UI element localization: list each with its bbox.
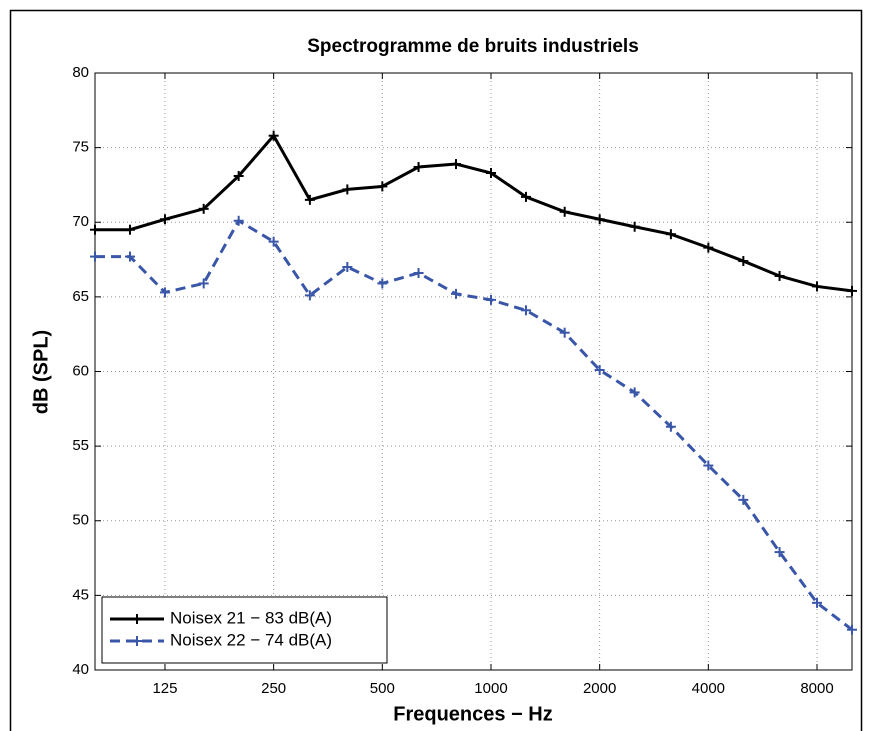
data-point xyxy=(485,167,496,178)
data-point xyxy=(812,281,823,292)
legend: Noisex 21 − 83 dB(A) Noisex 22 − 74 dB(A) xyxy=(101,596,388,664)
y-axis-label: dB (SPL) xyxy=(30,330,52,414)
data-point xyxy=(594,365,605,376)
series-line xyxy=(95,218,853,631)
data-point xyxy=(198,278,209,289)
data-point xyxy=(485,294,496,305)
data-point xyxy=(847,285,857,296)
data-point xyxy=(159,287,170,298)
data-point xyxy=(520,305,531,316)
legend-box xyxy=(101,596,388,664)
legend-marker xyxy=(132,636,142,646)
data-point xyxy=(90,251,100,262)
y-tick-label: 70 xyxy=(72,213,89,230)
y-tick-label: 75 xyxy=(72,139,89,156)
y-tick-label: 40 xyxy=(72,661,89,678)
x-tick-label: 8000 xyxy=(800,680,833,697)
data-point xyxy=(812,597,823,608)
legend-label: Noisex 21 − 83 dB(A) xyxy=(170,608,332,627)
chart-title: Spectrogramme de bruits industriels xyxy=(307,36,639,57)
data-point xyxy=(413,162,424,173)
data-point xyxy=(703,242,714,253)
x-tick-label: 2000 xyxy=(583,680,616,697)
data-point xyxy=(774,270,785,281)
data-point xyxy=(559,206,570,217)
legend-marker xyxy=(132,614,142,624)
data-point xyxy=(90,224,100,235)
data-point xyxy=(268,130,279,141)
axes-box xyxy=(94,72,853,671)
data-point xyxy=(233,170,244,181)
data-point xyxy=(233,215,244,226)
x-tick-label: 1000 xyxy=(474,680,507,697)
y-tick-label: 50 xyxy=(72,512,89,529)
data-point xyxy=(268,236,279,247)
x-tick-label: 500 xyxy=(370,680,395,697)
data-point xyxy=(198,203,209,214)
data-point xyxy=(377,181,388,192)
legend-label: Noisex 22 − 74 dB(A) xyxy=(170,630,332,649)
data-point xyxy=(451,159,462,170)
data-point xyxy=(377,278,388,289)
data-point xyxy=(159,214,170,225)
data-point xyxy=(520,191,531,202)
data-point xyxy=(847,624,857,635)
y-tick-label: 45 xyxy=(72,586,89,603)
y-tick-label: 65 xyxy=(72,288,89,305)
data-point xyxy=(304,194,315,205)
y-tick-label: 80 xyxy=(72,64,89,81)
y-tick-label: 60 xyxy=(72,362,89,379)
data-point xyxy=(124,224,135,235)
data-point xyxy=(559,327,570,338)
data-point xyxy=(342,262,353,273)
data-point xyxy=(738,256,749,267)
data-point xyxy=(304,290,315,301)
data-point xyxy=(451,288,462,299)
data-point xyxy=(774,547,785,558)
data-point xyxy=(629,387,640,398)
x-tick-label: 250 xyxy=(261,680,286,697)
data-point xyxy=(124,251,135,262)
data-point xyxy=(413,267,424,278)
data-point xyxy=(665,421,676,432)
frame xyxy=(9,9,863,731)
data-point xyxy=(665,229,676,240)
series-line xyxy=(95,133,853,293)
data-point xyxy=(703,460,714,471)
plot-area xyxy=(95,73,852,670)
data-point xyxy=(738,494,749,505)
x-axis-label: Frequences − Hz xyxy=(393,703,553,725)
data-point xyxy=(594,214,605,225)
x-tick-label: 125 xyxy=(152,680,177,697)
data-point xyxy=(342,184,353,195)
data-point xyxy=(629,221,640,232)
x-tick-label: 4000 xyxy=(692,680,725,697)
y-tick-label: 55 xyxy=(72,437,89,454)
